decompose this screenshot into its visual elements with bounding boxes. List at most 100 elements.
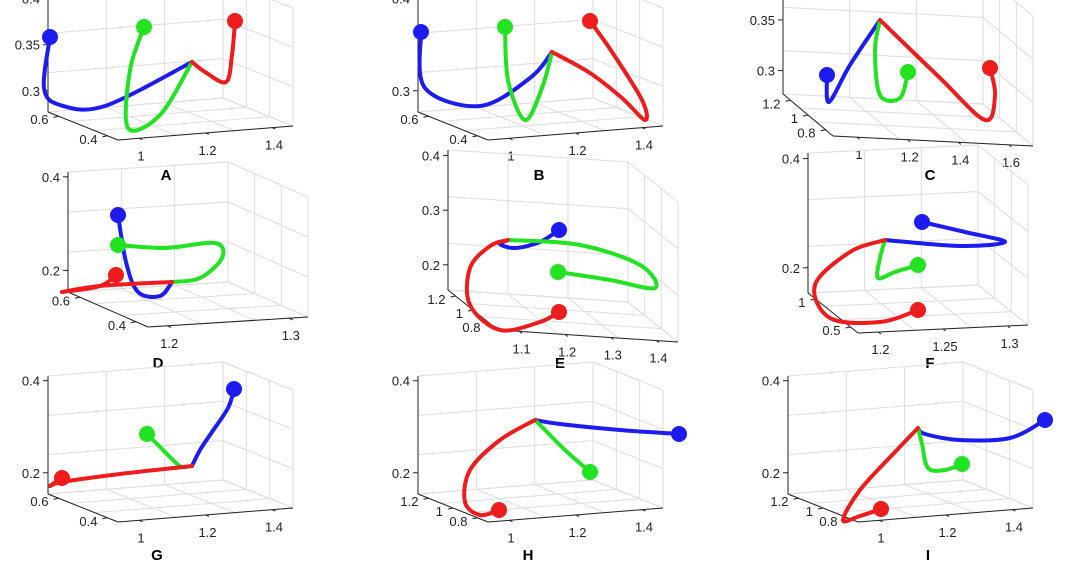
panel-label: A bbox=[161, 167, 172, 184]
start-marker-blue bbox=[110, 207, 126, 223]
grid-lines bbox=[47, 361, 294, 523]
panel-h: 1 1.2 1.4 0.8 1 1.2 0.2 0.4 H bbox=[392, 361, 687, 564]
panel-g: 1 1.2 1.4 0.4 0.6 0.2 0.4 G bbox=[22, 361, 294, 564]
start-marker-blue bbox=[671, 426, 687, 442]
z-tick-label: 0.35 bbox=[750, 13, 775, 28]
z-tick-label: 0.2 bbox=[392, 466, 410, 481]
y-tick-label: 0.4 bbox=[108, 318, 126, 333]
start-marker-blue bbox=[413, 24, 429, 40]
start-marker-red bbox=[582, 13, 598, 29]
start-marker-red bbox=[873, 501, 889, 517]
y-tick-label: 0.8 bbox=[449, 514, 467, 529]
x-tick-label: 1.2 bbox=[938, 525, 956, 540]
trajectory-green bbox=[506, 238, 659, 291]
panel-d: 1.2 1.3 0.4 0.6 0.2 0.4 D bbox=[42, 161, 309, 372]
y-tick-label: 0.6 bbox=[30, 494, 48, 509]
y-tick-label: 1.2 bbox=[427, 292, 445, 307]
x-tick-label: 1.2 bbox=[871, 342, 889, 357]
panel-label: H bbox=[523, 547, 534, 564]
y-tick-label: 1 bbox=[436, 504, 443, 519]
trajectory-blue bbox=[41, 35, 194, 112]
y-tick-label: 0.6 bbox=[30, 112, 48, 127]
x-tick-label: 1.3 bbox=[282, 328, 300, 343]
start-marker-red bbox=[910, 302, 926, 318]
y-axis-line bbox=[47, 493, 119, 523]
start-marker-green bbox=[900, 64, 916, 80]
x-axis-line bbox=[147, 316, 309, 328]
z-tick-label: 0.2 bbox=[782, 261, 800, 276]
y-tick-label: 1.2 bbox=[770, 494, 788, 509]
y-tick-label: 1.2 bbox=[400, 494, 418, 509]
y-tick-label: 1 bbox=[798, 295, 805, 310]
trajectory-blue bbox=[417, 30, 554, 109]
start-marker-blue bbox=[551, 222, 567, 238]
trajectories bbox=[462, 418, 687, 518]
panel-label: C bbox=[925, 167, 936, 184]
x-tick-label: 1 bbox=[137, 148, 144, 163]
y-tick-label: 1 bbox=[456, 306, 463, 321]
x-tick-label: 1.4 bbox=[265, 138, 283, 153]
z-tick-label: 0.3 bbox=[392, 84, 410, 99]
panel-label: F bbox=[925, 355, 934, 372]
z-tick-label: 0.4 bbox=[762, 374, 780, 389]
trajectories bbox=[464, 222, 659, 333]
trajectory-red bbox=[812, 238, 920, 325]
trajectory-red bbox=[60, 273, 174, 294]
start-marker-blue bbox=[819, 67, 835, 83]
panel-b: 1 1.2 1.4 0.4 0.6 0.3 0.4 B bbox=[392, 0, 664, 184]
panel-label: G bbox=[151, 547, 163, 564]
x-tick-label: 1.6 bbox=[1002, 155, 1020, 170]
z-tick-label: 0.35 bbox=[15, 38, 40, 53]
start-marker-red bbox=[227, 13, 243, 29]
start-marker-red bbox=[982, 60, 998, 76]
trajectory-red bbox=[878, 18, 998, 123]
trajectories bbox=[413, 13, 649, 122]
panel-f: 1.2 1.25 1.3 0.5 1 0.2 0.4 F bbox=[782, 144, 1029, 372]
trajectory-blue bbox=[916, 418, 1047, 443]
trajectory-blue bbox=[533, 418, 681, 436]
y-tick-label: 0.8 bbox=[462, 320, 480, 335]
start-marker-green bbox=[136, 19, 152, 35]
z-tick-label: 0.4 bbox=[782, 152, 800, 167]
panel-label: B bbox=[534, 167, 545, 184]
y-tick-label: 1 bbox=[806, 504, 813, 519]
y-axis-line bbox=[47, 111, 119, 141]
panel-e: 1.1 1.2 1.3 1.40.811.20.20.30.4E bbox=[422, 149, 679, 372]
z-tick-label: 0.2 bbox=[762, 466, 780, 481]
y-tick-label: 0.4 bbox=[79, 132, 97, 147]
trajectory-blue bbox=[190, 387, 236, 468]
trajectory-green bbox=[145, 432, 194, 470]
y-tick-label: 1 bbox=[791, 111, 798, 126]
x-tick-label: 1.2 bbox=[198, 525, 216, 540]
panel-i: 1 1.2 1.4 0.8 1 1.2 0.2 0.4 I bbox=[762, 361, 1053, 564]
y-axis-line bbox=[67, 291, 149, 328]
z-tick-label: 0.2 bbox=[42, 263, 60, 278]
start-marker-blue bbox=[226, 381, 242, 397]
trajectory-green bbox=[875, 238, 920, 281]
start-marker-red bbox=[551, 304, 567, 320]
z-tick-label: 0.4 bbox=[22, 0, 40, 7]
panels-layer: 1 1.2 1.4 0.4 0.6 0.3 0.35 0.4 A 1 1.2 1.4 0.4 0.6 0.3… bbox=[15, 0, 1053, 564]
z-tick-label: 0.2 bbox=[22, 466, 40, 481]
trajectory-blue bbox=[883, 220, 1008, 249]
y-tick-label: 0.6 bbox=[400, 112, 418, 127]
y-tick-label: 0.4 bbox=[449, 132, 467, 147]
start-marker-blue bbox=[914, 214, 930, 230]
trajectories bbox=[819, 18, 998, 123]
x-tick-label: 1.4 bbox=[635, 520, 653, 535]
panel-label: E bbox=[555, 355, 565, 372]
panel-label: D bbox=[153, 355, 164, 372]
x-tick-label: 1.4 bbox=[635, 138, 653, 153]
z-tick-label: 0.3 bbox=[757, 64, 775, 79]
x-tick-label: 1.4 bbox=[265, 520, 283, 535]
panel-a: 1 1.2 1.4 0.4 0.6 0.3 0.35 0.4 A bbox=[15, 0, 294, 184]
x-tick-label: 1.2 bbox=[568, 525, 586, 540]
y-axis-line bbox=[417, 111, 489, 141]
start-marker-red bbox=[108, 267, 124, 283]
trajectory-red bbox=[841, 426, 920, 524]
start-marker-blue bbox=[42, 29, 58, 45]
x-tick-label: 1 bbox=[507, 148, 514, 163]
y-tick-label: 0.8 bbox=[819, 514, 837, 529]
trajectory-green bbox=[533, 418, 592, 474]
